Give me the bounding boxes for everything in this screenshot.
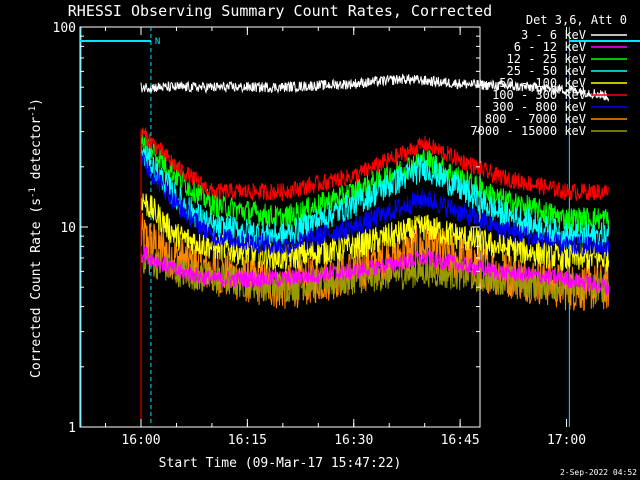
x-axis-label: Start Time (09-Mar-17 15:47:22) xyxy=(159,456,402,471)
night-label: N xyxy=(155,37,160,47)
y-axis-label-sup2: -1 xyxy=(28,106,38,117)
legend-label: 12 - 25 keV xyxy=(507,52,586,66)
chart-title: RHESSI Observing Summary Count Rates, Co… xyxy=(68,2,492,20)
timestamp: 2-Sep-2022 04:52 xyxy=(560,468,637,477)
legend-label: 6 - 12 keV xyxy=(514,40,586,54)
legend-title: Det 3,6, Att 0 xyxy=(526,13,627,27)
x-tick-label: 17:00 xyxy=(547,433,586,448)
x-tick-label: 16:00 xyxy=(121,433,160,448)
legend-label: 3 - 6 keV xyxy=(521,28,586,42)
x-tick-label: 16:15 xyxy=(228,433,267,448)
legend-label: 100 - 300 keV xyxy=(492,88,586,102)
y-axis-label: Corrected Count Rate (s-1 detector-1) xyxy=(28,98,44,378)
legend-label: 25 - 50 keV xyxy=(507,64,586,78)
series-layer xyxy=(140,73,610,427)
y-tick-label: 1 xyxy=(68,421,76,436)
y-axis-label-end: ) xyxy=(29,98,44,106)
series-line-7 xyxy=(140,152,610,257)
y-axis-label-main: Corrected Count Rate (s xyxy=(29,198,44,378)
x-tick-label: 16:45 xyxy=(441,433,480,448)
series-line-5 xyxy=(140,193,610,272)
series-line-2 xyxy=(140,245,610,296)
y-axis-label-mid: detector xyxy=(29,117,44,188)
series-line-6 xyxy=(140,127,610,202)
legend-label: 50 - 100 keV xyxy=(499,76,586,90)
y-tick-label: 100 xyxy=(53,21,76,36)
series-line-1 xyxy=(140,73,610,103)
x-tick-label: 16:30 xyxy=(334,433,373,448)
y-tick-label: 10 xyxy=(60,221,76,236)
legend-label: 300 - 800 keV xyxy=(492,100,586,114)
y-axis-label-sup1: -1 xyxy=(28,187,38,198)
legend-label: 800 - 7000 keV xyxy=(485,112,586,126)
legend-label: 7000 - 15000 keV xyxy=(470,124,586,138)
